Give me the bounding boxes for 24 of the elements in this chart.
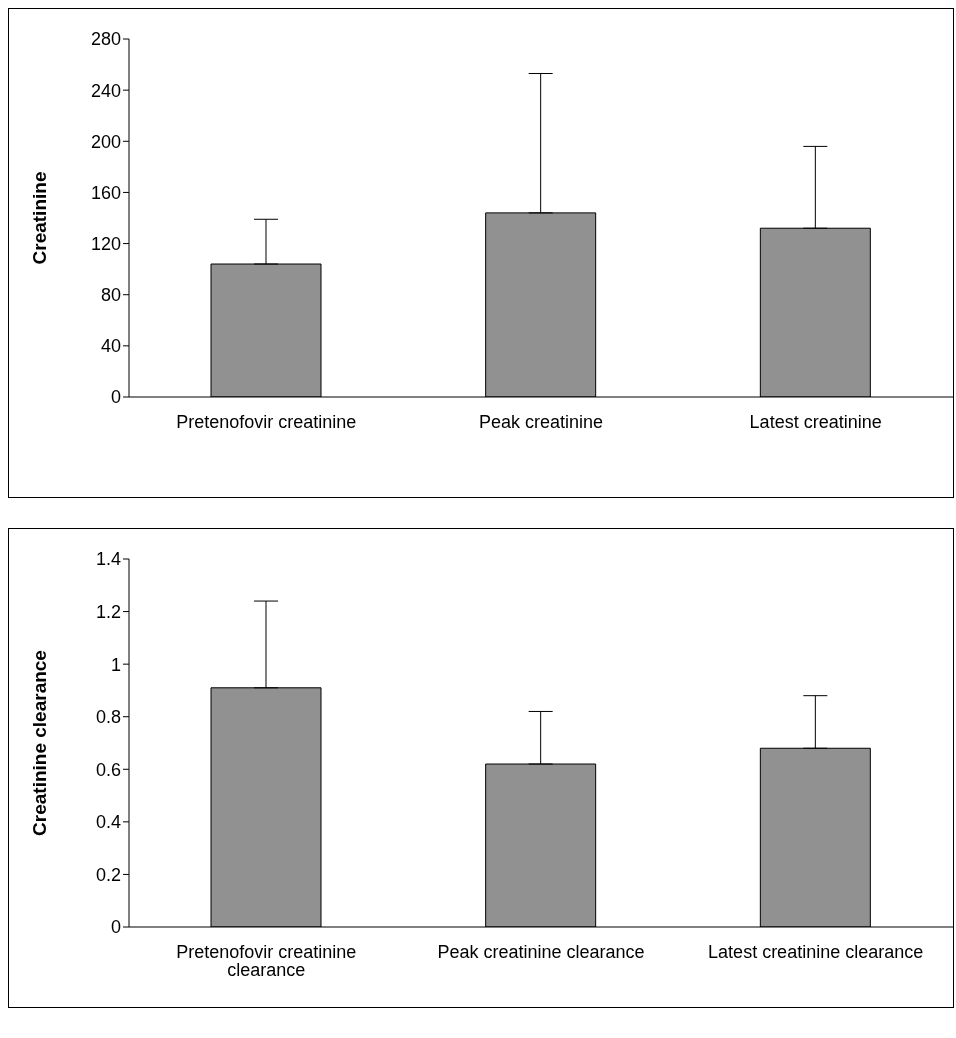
x-tick-label: Peak creatinine clearance [437, 941, 645, 962]
y-tick-label: 160 [90, 182, 121, 203]
y-tick-label: 40 [100, 336, 121, 357]
y-tick-label: 1 [110, 654, 121, 675]
y-tick-label: 0.6 [95, 759, 121, 780]
x-tick-label: Pretenofovir creatinine clearance [176, 941, 357, 980]
y-tick-label: 240 [90, 80, 121, 101]
y-tick-label: 0 [110, 387, 121, 408]
y-tick-label: 0.2 [95, 864, 121, 885]
x-tick-label: Peak creatinine [478, 411, 604, 432]
x-tick-label: Latest creatinine clearance [708, 941, 924, 962]
y-axis-title: Creatinine [28, 171, 50, 265]
y-tick-label: 0.8 [95, 707, 121, 728]
y-tick-label: 120 [90, 233, 121, 254]
x-tick-label: Latest creatinine [749, 411, 882, 432]
y-tick-label: 200 [90, 131, 121, 152]
x-tick-label: Pretenofovir creatinine [176, 411, 357, 432]
y-tick-label: 1.2 [95, 601, 121, 622]
y-tick-label: 280 [90, 29, 121, 50]
y-tick-label: 0.4 [95, 812, 121, 833]
y-tick-label: 0 [110, 917, 121, 938]
y-axis-title: Creatinine clearance [28, 650, 50, 836]
y-tick-label: 1.4 [95, 549, 121, 570]
y-tick-label: 80 [100, 285, 121, 306]
